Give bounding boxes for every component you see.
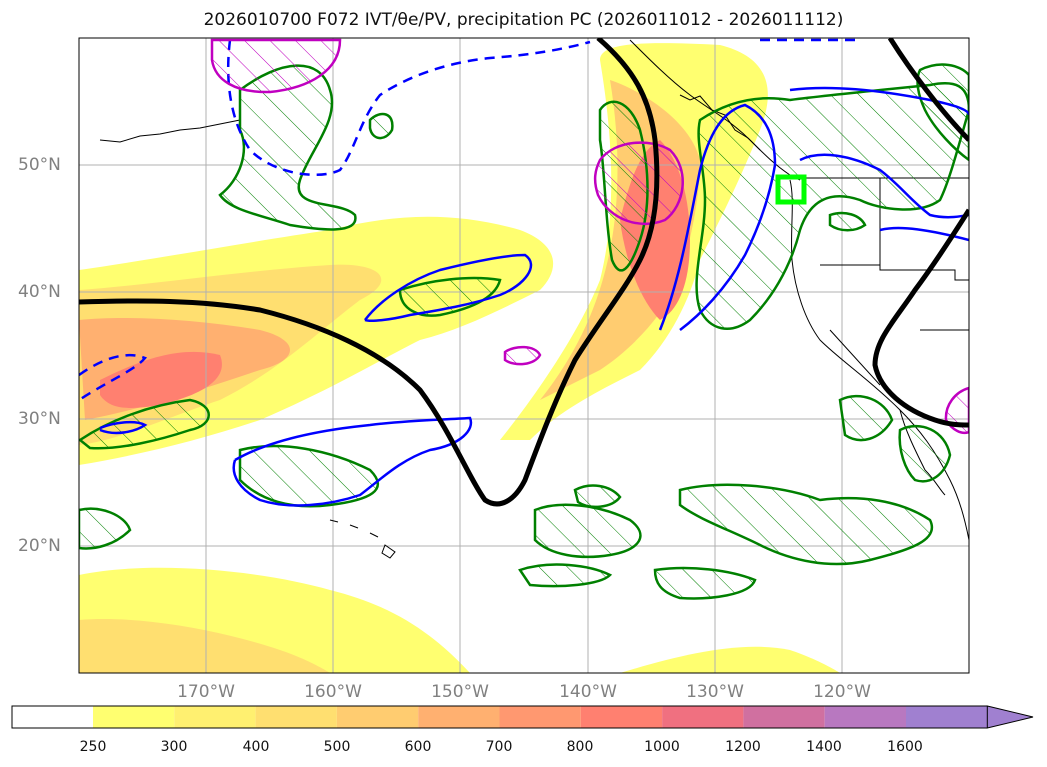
colorbar-tick: 700 [485,739,513,755]
lon-label-120w: 120°W [813,682,871,702]
border-states-4 [829,329,881,386]
lat-label-20: 20°N [18,536,61,556]
lat-label-40: 40°N [18,282,61,302]
precip-sw [79,507,132,550]
precip-south-4 [518,563,613,588]
colorbar-segment [174,706,256,728]
ivt-southeast [620,646,840,673]
ivt-south-2 [79,619,330,673]
precip-north-west [218,64,357,231]
colorbar-segment [336,706,419,728]
pv-solid-coast [658,103,777,331]
map-border [78,37,970,674]
precip-south-3 [678,483,934,566]
theta-e-main [79,38,660,507]
target-region-box [775,174,807,205]
precip-baja [838,394,894,442]
colorbar-segment [743,706,825,728]
pv-high-coast [593,141,684,225]
pv-dashed-north [226,39,591,176]
theta-e-sw [872,208,969,428]
pv-contours [79,38,969,507]
colorbar-tick: 400 [242,739,270,755]
pv-high-north [210,38,342,94]
colorbar-tick: 1200 [725,739,761,755]
border-states-1 [879,178,969,281]
coast-hawaii [329,519,396,559]
colorbar-tick: 500 [323,739,351,755]
lat-label-30: 30°N [18,409,61,429]
map-area [79,38,969,673]
pv-solid-loop [799,153,969,219]
colorbar-outline [11,705,988,729]
colorbar-segment [255,706,337,728]
colorbar-tick: 1600 [887,739,923,755]
lon-label-170w: 170°W [177,682,235,702]
lon-label-140w: 140°W [559,682,617,702]
graticule [79,38,969,673]
colorbar-segment [12,706,93,728]
map-title: 2026010700 F072 IVT/θe/PV, precipitation… [203,10,844,30]
pv-solid-ne [879,226,969,242]
pv-solid-small [99,420,148,435]
pv-solid-inland [789,86,969,116]
precip-central [238,444,379,508]
colorbar-segment [499,706,581,728]
pv-high-small [503,345,542,366]
lat-label-50: 50°N [18,155,61,175]
ivt-core-west [100,351,222,408]
colorbar [11,705,1034,729]
colorbar-segment [580,706,663,728]
colorbar-tick: 600 [404,739,432,755]
lon-label-160w: 160°W [304,682,362,702]
pv-solid-central [232,416,473,507]
colorbar-segment [418,706,500,728]
colorbar-tick: 1000 [644,739,680,755]
pv-high-contours [210,38,969,435]
colorbar-segment [824,706,906,728]
precip-south-2 [573,484,622,509]
theta-e-east [887,38,969,142]
lon-label-130w: 130°W [686,682,744,702]
coast-aleutians [99,119,241,143]
colorbar-tick: 800 [566,739,594,755]
colorbar-segment [906,706,988,728]
precip-south-5 [653,566,757,600]
lon-label-150w: 150°W [431,682,489,702]
pv-solid-mid [364,253,533,323]
colorbar-segment [662,706,744,728]
colorbar-tick: 250 [79,739,107,755]
precip-small-1 [368,112,394,140]
colorbar-tick: 300 [160,739,188,755]
colorbar-segment [93,706,175,728]
theta-e-contours [79,38,969,507]
colorbar-tick: 1400 [806,739,842,755]
pv-dashed-west [79,353,148,402]
precip-mexico [898,424,952,483]
precip-inland [828,211,867,232]
precip-south-1 [533,503,642,559]
colorbar-extend-arrow [986,705,1034,729]
